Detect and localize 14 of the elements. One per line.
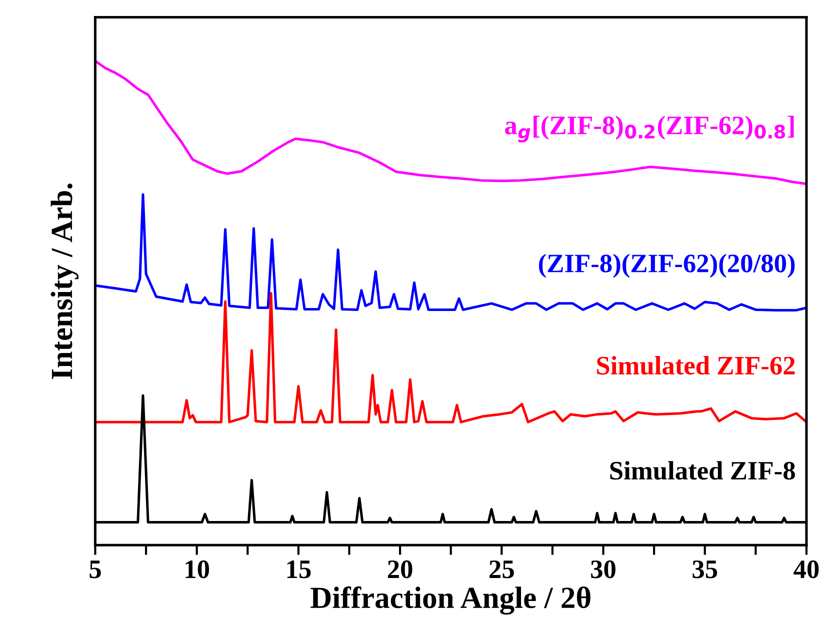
x-tick-label: 25 <box>490 560 514 578</box>
x-tick-label: 30 <box>591 560 616 578</box>
x-tick-label: 5 <box>90 560 101 578</box>
x-tick-label: 10 <box>186 560 210 578</box>
series-label: a$_{g}$[(ZIF-8)$_{0.2}$(ZIF-62)$_{0.8}$] <box>505 116 794 142</box>
series-label: (ZIF-8)(ZIF-62)(20/80) <box>538 254 795 278</box>
x-axis-title: Diffraction Angle / 2θ <box>310 586 590 615</box>
x-tick-label: 15 <box>287 560 311 578</box>
x-tick-label: 20 <box>388 560 412 578</box>
series-label: Simulated ZIF-8 <box>610 461 795 480</box>
x-tick-label: 40 <box>794 560 819 578</box>
x-tick-label: 35 <box>692 560 718 578</box>
y-axis-title: Intensity / Arb. <box>50 184 79 380</box>
series-label: Simulated ZIF-62 <box>597 356 795 375</box>
